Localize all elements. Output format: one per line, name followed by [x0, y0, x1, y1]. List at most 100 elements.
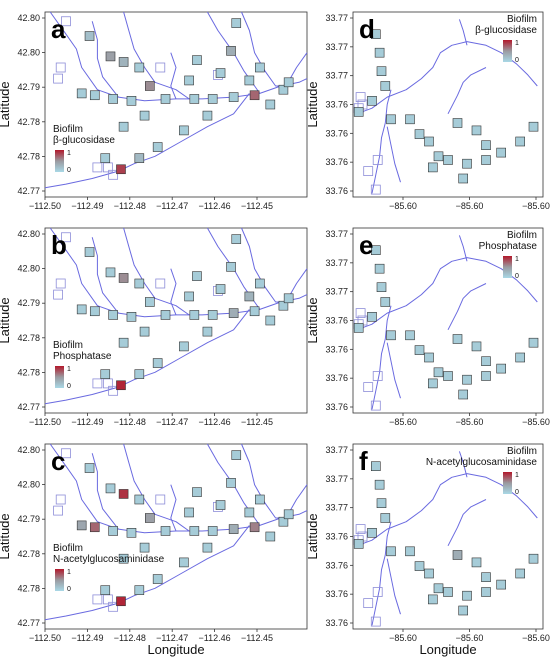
site-marker: [278, 84, 289, 95]
site-marker: [283, 509, 294, 520]
y-axis-label: Latitude: [305, 513, 320, 559]
site-marker: [134, 494, 145, 505]
y-tick-label: 33.76: [325, 344, 348, 354]
site-marker: [278, 516, 289, 527]
river-line: [206, 227, 261, 310]
legend-title: β-glucosidase: [475, 25, 537, 36]
site-marker: [515, 568, 526, 579]
site-marker: [89, 90, 100, 101]
site-marker: [226, 262, 236, 272]
site-marker: [76, 88, 87, 99]
site-marker: [353, 107, 364, 117]
site-marker: [84, 463, 95, 473]
x-tick-label: −112.48: [114, 417, 146, 427]
y-tick-label: 33.77: [325, 287, 348, 297]
y-tick-label: 33.76: [325, 373, 348, 383]
site-marker: [192, 55, 202, 65]
site-marker: [458, 389, 469, 400]
legend-min-label: 0: [67, 167, 71, 174]
legend-title: Biofilm: [507, 446, 537, 457]
panel-letter: a: [51, 14, 66, 44]
x-tick-label: −85.60: [456, 201, 484, 211]
legend-max-label: 1: [515, 256, 519, 263]
panel-a: 42.80 42.80 42.79 42.78 42.78 42.77 −112.50 −11…: [0, 11, 308, 211]
river-line: [356, 257, 538, 331]
y-tick-label: 42.80: [17, 48, 40, 58]
x-tick-label: −112.45: [241, 633, 273, 643]
site-marker: [433, 583, 444, 594]
site-marker: [244, 75, 255, 86]
river-line: [123, 11, 190, 100]
river-line: [371, 521, 392, 626]
site-marker: [228, 308, 239, 318]
site-marker: [118, 273, 129, 283]
river-line: [170, 52, 177, 100]
site-marker: [118, 57, 129, 67]
legend-max-label: 1: [515, 472, 519, 479]
y-tick-label: 42.77: [17, 186, 40, 196]
panel-letter: c: [51, 446, 65, 476]
y-tick-label: 42.80: [17, 445, 40, 455]
empty-site-marker: [92, 162, 103, 173]
x-tick-label: −112.49: [71, 417, 103, 427]
y-tick-label: 33.77: [325, 229, 348, 239]
site-marker: [414, 345, 425, 355]
x-tick-label: −85.60: [522, 417, 550, 427]
legend-title: Biofilm: [53, 124, 83, 135]
y-tick-label: 33.77: [325, 503, 348, 513]
empty-site-marker: [55, 62, 66, 73]
site-marker: [108, 526, 118, 536]
legend-colorbar: [55, 366, 64, 388]
x-tick-label: −85.60: [522, 633, 550, 643]
site-marker: [481, 356, 491, 367]
site-marker: [207, 94, 218, 104]
site-marker: [118, 489, 129, 499]
y-tick-label: 42.78: [17, 333, 40, 343]
empty-site-marker: [370, 400, 381, 411]
site-marker: [433, 151, 444, 162]
site-marker: [134, 585, 145, 595]
y-tick-label: 42.80: [17, 229, 40, 239]
river-line: [386, 342, 401, 399]
empty-site-marker: [370, 184, 381, 195]
y-tick-label: 42.78: [17, 549, 40, 559]
y-tick-label: 33.76: [325, 589, 348, 599]
site-marker: [380, 81, 391, 91]
x-tick-label: −112.50: [29, 201, 61, 211]
empty-site-marker: [108, 169, 119, 180]
x-tick-label: −112.48: [114, 201, 146, 211]
empty-site-marker: [155, 494, 166, 505]
site-marker: [386, 546, 396, 557]
panel-letter: b: [51, 230, 67, 260]
site-marker: [443, 155, 453, 165]
panel-frame: [44, 11, 308, 198]
site-marker: [152, 574, 163, 584]
site-marker: [116, 380, 126, 391]
site-marker: [84, 247, 95, 257]
site-marker: [152, 358, 163, 368]
legend-title: Biofilm: [507, 230, 537, 241]
site-marker: [481, 140, 491, 150]
y-tick-label: 33.77: [325, 445, 348, 455]
site-marker: [139, 326, 150, 337]
panel-b: 42.80 42.80 42.79 42.78 42.78 42.77 −112.50 −11…: [0, 227, 308, 427]
site-marker: [244, 291, 255, 302]
site-marker: [443, 587, 453, 597]
empty-site-marker: [363, 598, 374, 608]
y-tick-label: 42.80: [17, 264, 40, 274]
river-line: [49, 227, 308, 318]
site-marker: [215, 68, 226, 78]
site-marker: [126, 96, 137, 106]
site-marker: [386, 114, 396, 125]
site-marker: [374, 479, 385, 490]
site-marker: [184, 507, 194, 518]
empty-site-marker: [53, 289, 63, 300]
site-marker: [462, 590, 472, 601]
river-line: [91, 21, 119, 98]
empty-site-marker: [108, 385, 119, 396]
y-axis-label: Latitude: [0, 81, 12, 127]
x-tick-label: −85.60: [389, 201, 417, 211]
site-marker: [179, 125, 189, 136]
site-marker: [118, 553, 129, 564]
site-marker: [481, 155, 491, 165]
